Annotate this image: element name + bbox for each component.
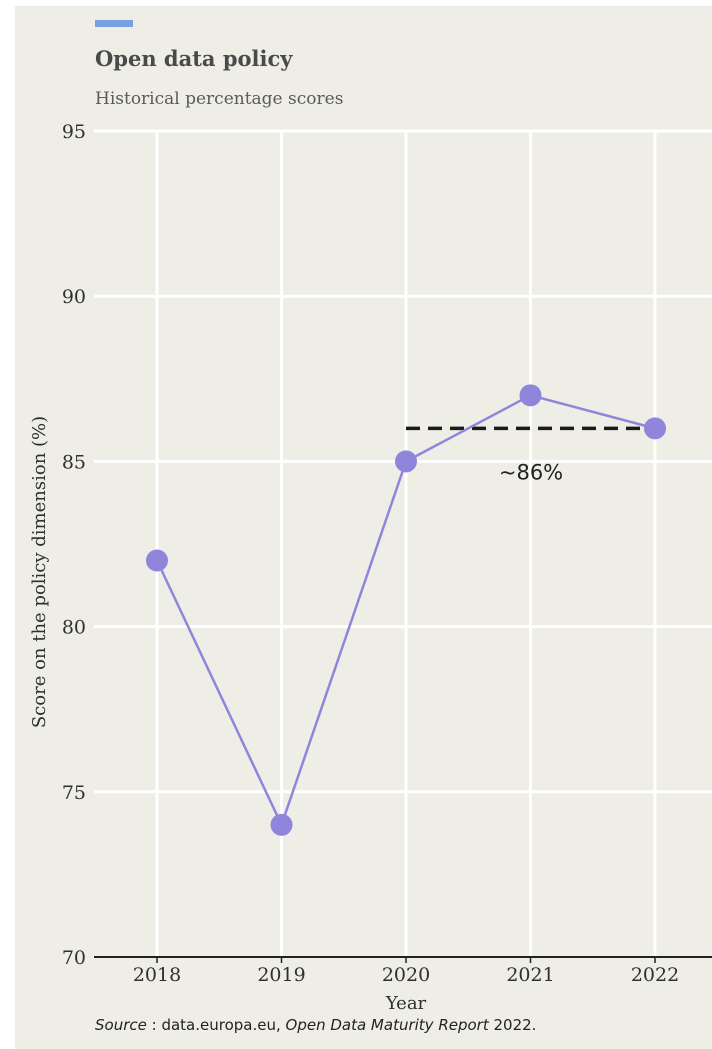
data-point	[395, 450, 417, 473]
data-point	[519, 384, 542, 407]
chart-title: Open data policy	[95, 46, 293, 71]
source-report: Open Data Maturity Report	[285, 1016, 489, 1034]
data-point	[644, 417, 666, 440]
y-tick-label: 95	[62, 121, 86, 143]
chart-card: Open data policy Historical percentage s…	[15, 6, 712, 1049]
x-tick-label: 2022	[631, 964, 679, 986]
y-tick-label: 90	[62, 286, 86, 308]
source-text: : data.europa.eu,	[146, 1016, 286, 1034]
data-point	[146, 549, 168, 572]
x-tick-label: 2019	[257, 964, 305, 986]
y-tick-label: 70	[62, 947, 86, 969]
chart-subtitle: Historical percentage scores	[95, 89, 344, 109]
data-point	[270, 813, 293, 836]
x-tick-label: 2018	[133, 964, 181, 986]
annotation-label: ~86%	[499, 460, 563, 484]
y-tick-label: 85	[62, 451, 86, 473]
x-tick-label: 2020	[382, 964, 430, 986]
x-axis-label: Year	[385, 993, 427, 1014]
source-note: Source : data.europa.eu, Open Data Matur…	[95, 1016, 536, 1034]
source-year: 2022.	[488, 1016, 537, 1034]
accent-bar	[95, 20, 133, 27]
y-axis-label: Score on the policy dimension (%)	[29, 416, 50, 728]
source-prefix: Source	[95, 1016, 147, 1034]
y-tick-label: 80	[62, 617, 86, 639]
y-tick-label: 75	[62, 782, 86, 804]
x-tick-label: 2021	[506, 964, 554, 986]
